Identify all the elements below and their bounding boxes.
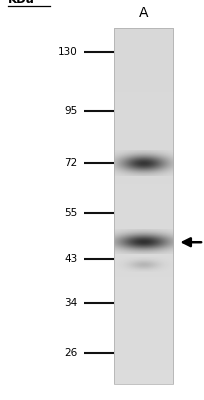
Text: A: A	[139, 6, 149, 20]
Text: 72: 72	[64, 158, 78, 168]
Text: 34: 34	[64, 298, 78, 308]
Bar	[114, 28, 173, 384]
Text: 95: 95	[64, 106, 78, 116]
Text: 43: 43	[64, 254, 78, 264]
Text: 26: 26	[64, 348, 78, 358]
Text: 130: 130	[58, 47, 78, 57]
Text: KDa: KDa	[8, 0, 35, 6]
Text: 55: 55	[64, 208, 78, 218]
